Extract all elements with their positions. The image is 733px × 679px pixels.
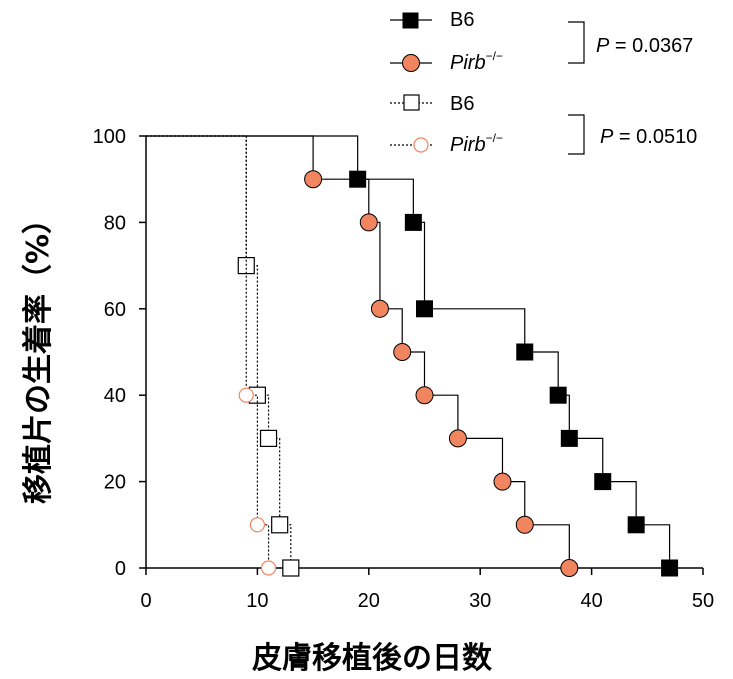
data-point [594, 473, 612, 491]
data-point [415, 386, 434, 405]
data-point [416, 300, 433, 318]
filled-circle-icon [402, 54, 420, 72]
series-line [146, 135, 570, 568]
data-point [661, 559, 679, 577]
series-layer [146, 135, 679, 577]
pvalue-label: P [596, 35, 610, 57]
legend-item-pirb-solid: Pirb−/− [390, 49, 503, 74]
series-line [146, 135, 671, 568]
legend-label-sup: −/− [486, 131, 503, 145]
data-point [448, 429, 467, 448]
data-point [249, 517, 265, 533]
legend-label: B6 [450, 93, 474, 115]
data-point [370, 299, 389, 318]
x-ticks: 0 10 20 30 40 50 [140, 568, 714, 612]
legend-label-main: Pirb [450, 52, 486, 74]
y-tick-label: 60 [104, 299, 126, 321]
y-tick-label: 100 [93, 126, 126, 148]
legend: B6 Pirb−/− B6 Pirb−/− P = 0.0367 [390, 9, 697, 156]
axes [145, 136, 703, 569]
filled-square-icon [402, 12, 419, 29]
y-tick-label: 20 [104, 472, 126, 494]
y-axis-title: 移植片の生着率（%） [21, 204, 56, 504]
data-point [549, 386, 567, 404]
legend-item-b6-solid: B6 [390, 9, 474, 31]
pvalue-value: = 0.0510 [613, 126, 697, 148]
pvalue-value: = 0.0367 [609, 35, 693, 57]
x-tick-label: 0 [140, 590, 151, 612]
legend-item-b6-dotted: B6 [390, 93, 474, 115]
data-point [560, 559, 579, 577]
legend-item-pirb-dotted: Pirb−/− [390, 131, 503, 156]
y-tick-label: 80 [104, 212, 126, 234]
series-3 [146, 135, 277, 576]
y-tick-label: 0 [115, 558, 126, 580]
data-point [393, 343, 412, 361]
data-point [516, 343, 534, 361]
x-tick-label: 20 [358, 590, 380, 612]
pvalue-annotation: P = 0.0510 [600, 126, 697, 148]
series-1 [146, 135, 579, 577]
legend-label: B6 [450, 9, 474, 31]
data-point [560, 429, 578, 447]
y-ticks: 0 20 40 60 80 100 [93, 126, 146, 580]
open-circle-icon [413, 137, 429, 153]
x-tick-label: 30 [469, 590, 491, 612]
data-point [282, 559, 300, 577]
data-point [260, 560, 277, 576]
x-axis-title: 皮膚移植後の日数 [252, 641, 493, 676]
data-point [515, 515, 534, 534]
legend-label-main: Pirb [450, 134, 486, 156]
x-tick-label: 10 [246, 590, 268, 612]
series-0 [146, 135, 679, 577]
data-point [404, 213, 422, 231]
pvalue-bracket [568, 114, 585, 155]
data-point [304, 170, 323, 189]
pvalue-annotation: P = 0.0367 [596, 35, 693, 57]
legend-label: Pirb−/− [450, 49, 503, 74]
data-point [359, 213, 378, 232]
legend-label-sup: −/− [486, 49, 503, 63]
data-point [627, 516, 645, 534]
legend-label: Pirb−/− [450, 131, 503, 156]
x-tick-label: 50 [692, 590, 714, 612]
x-tick-label: 40 [580, 590, 602, 612]
data-point [238, 387, 254, 403]
data-point [271, 516, 289, 534]
series-line [146, 135, 292, 568]
pvalue-bracket [568, 21, 585, 64]
series-2 [146, 135, 300, 577]
y-tick-label: 40 [104, 385, 126, 407]
data-point [259, 429, 278, 447]
pvalue-label: P [600, 126, 614, 148]
series-line [146, 135, 270, 568]
open-square-icon [403, 94, 420, 111]
data-point [493, 472, 512, 491]
